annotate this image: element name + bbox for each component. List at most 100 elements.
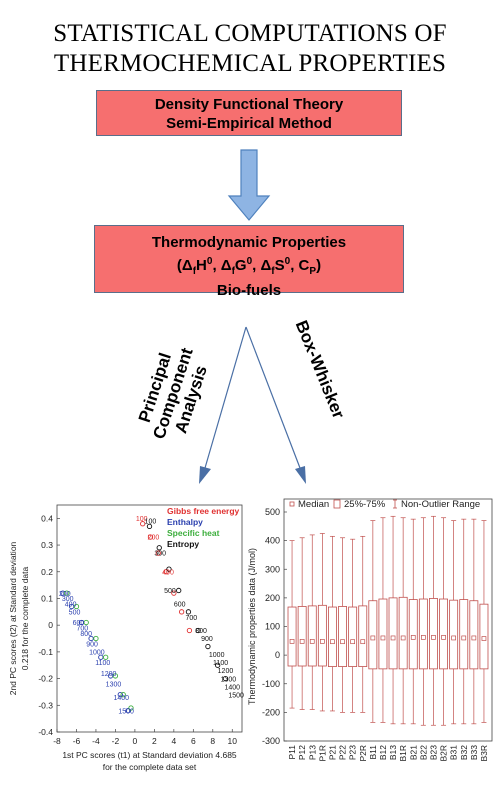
data-point bbox=[88, 635, 94, 642]
data-point bbox=[205, 643, 211, 650]
properties-box-line-2: (ΔfH0, ΔfG0, ΔfS0, CP) bbox=[176, 256, 322, 277]
data-point bbox=[107, 673, 114, 679]
point-label: 1000 bbox=[209, 652, 225, 659]
x-tick-label: P12 bbox=[297, 745, 307, 760]
y-tick-label: 0.1 bbox=[41, 593, 53, 603]
data-point bbox=[155, 550, 161, 556]
boxwhisker-arrowhead-icon bbox=[295, 466, 306, 484]
point-label: 100 bbox=[145, 519, 157, 526]
y-tick-label: 100 bbox=[265, 622, 280, 632]
data-point bbox=[73, 603, 80, 610]
median-marker bbox=[471, 635, 477, 641]
x-tick-label: 10 bbox=[228, 736, 238, 746]
x-tick-label: P1R bbox=[317, 745, 327, 762]
x-tick-label: 2 bbox=[152, 736, 157, 746]
iqr-box bbox=[378, 598, 388, 670]
iqr-box bbox=[317, 604, 327, 667]
median-marker bbox=[431, 635, 436, 640]
median-marker bbox=[319, 639, 325, 644]
iqr-box bbox=[338, 606, 347, 667]
x-tick-label: P23 bbox=[348, 745, 358, 760]
data-point bbox=[98, 654, 104, 660]
x-tick-label: P11 bbox=[287, 745, 297, 760]
branch-arrows bbox=[199, 326, 306, 484]
data-point bbox=[125, 707, 131, 714]
x-tick-label: -8 bbox=[53, 736, 61, 746]
iqr-box bbox=[287, 606, 297, 667]
data-point bbox=[64, 590, 70, 596]
x-tick-label: B3R bbox=[479, 745, 489, 762]
median-marker bbox=[400, 635, 406, 641]
y-tick-label: 200 bbox=[265, 593, 280, 603]
median-marker bbox=[461, 635, 467, 641]
title-line-1: STATISTICAL COMPUTATIONS OF bbox=[53, 20, 447, 47]
data-point bbox=[68, 603, 75, 610]
y-tick-label: -100 bbox=[262, 679, 280, 689]
legend-entry: Enthalpy bbox=[167, 517, 203, 527]
y-tick-label: 300 bbox=[265, 564, 280, 574]
data-point bbox=[176, 587, 182, 594]
data-point bbox=[215, 662, 221, 668]
point-label: 1300 bbox=[106, 682, 122, 689]
point-label: 1100 bbox=[95, 660, 110, 667]
median-marker bbox=[410, 635, 416, 640]
point-label: 700 bbox=[76, 626, 88, 633]
data-point bbox=[140, 521, 146, 527]
median-marker bbox=[451, 635, 456, 641]
data-point bbox=[156, 545, 162, 551]
x-tick-label: -2 bbox=[112, 736, 120, 746]
x-tick-label: 6 bbox=[191, 736, 196, 746]
point-label: 1500 bbox=[228, 692, 244, 699]
iqr-box bbox=[307, 605, 317, 667]
y-tick-label: 400 bbox=[265, 536, 280, 546]
pca-arrowhead-icon bbox=[199, 466, 211, 484]
x-tick-label: B21 bbox=[408, 745, 418, 760]
y-axis-label: Thermodynamic properties data (J/mol) bbox=[247, 548, 257, 705]
properties-box-line-3: Bio-fuels bbox=[216, 282, 282, 299]
x-tick-label: B32 bbox=[459, 745, 469, 760]
iqr-box bbox=[459, 599, 469, 670]
point-label: 1200 bbox=[218, 668, 234, 675]
data-point bbox=[83, 619, 89, 626]
point-label: 600 bbox=[73, 620, 85, 627]
iqr-box bbox=[388, 597, 398, 670]
point-label: 100 bbox=[136, 516, 148, 523]
x-tick-label: B31 bbox=[449, 745, 459, 760]
iqr-box bbox=[429, 598, 438, 670]
x-tick-label: B12 bbox=[378, 745, 388, 760]
iqr-box bbox=[479, 603, 489, 670]
data-point bbox=[222, 675, 229, 682]
iqr-box bbox=[358, 605, 368, 667]
point-label: 200 bbox=[59, 591, 71, 598]
legend-box-swatch bbox=[333, 499, 341, 509]
median-marker bbox=[330, 639, 335, 645]
legend-entry: Gibbs free energy bbox=[167, 506, 240, 516]
point-label: 400 bbox=[65, 601, 77, 608]
plot-frame bbox=[283, 498, 493, 742]
y-tick-label: 0 bbox=[48, 620, 53, 630]
legend-median-swatch bbox=[289, 501, 295, 507]
method-box: Density Functional Theory Semi-Empirical… bbox=[96, 90, 402, 136]
data-point bbox=[120, 691, 126, 698]
point-label: 1100 bbox=[213, 660, 228, 667]
y-axis-label: 2nd PC scores (t2) at Standard deviation bbox=[8, 541, 18, 695]
y-tick-label: 500 bbox=[265, 507, 280, 517]
median-marker bbox=[340, 639, 345, 645]
x-tick-label: -4 bbox=[92, 736, 100, 746]
x-tick-label: 8 bbox=[210, 736, 215, 746]
y-axis-label: 0.218 for the complete data bbox=[20, 566, 30, 670]
x-tick-label: B1R bbox=[398, 745, 408, 762]
properties-box: Thermodynamic Properties (ΔfH0, ΔfG0, Δf… bbox=[94, 225, 404, 299]
x-tick-label: -6 bbox=[73, 736, 81, 746]
iqr-box bbox=[418, 598, 428, 670]
box-whisker-chart: 500 400 300 200 100 0 -100 -200 -300 Thermodynami… bbox=[247, 498, 493, 762]
x-tick-label: B13 bbox=[388, 745, 398, 760]
x-tick-label: P13 bbox=[307, 745, 317, 760]
median-marker bbox=[309, 639, 315, 644]
data-point bbox=[195, 627, 201, 634]
data-point bbox=[93, 635, 99, 642]
point-label: 500 bbox=[69, 609, 81, 616]
iqr-box bbox=[469, 600, 479, 670]
legend-entry: Specific heat bbox=[167, 528, 220, 538]
x-tick-label: P2R bbox=[358, 745, 368, 762]
